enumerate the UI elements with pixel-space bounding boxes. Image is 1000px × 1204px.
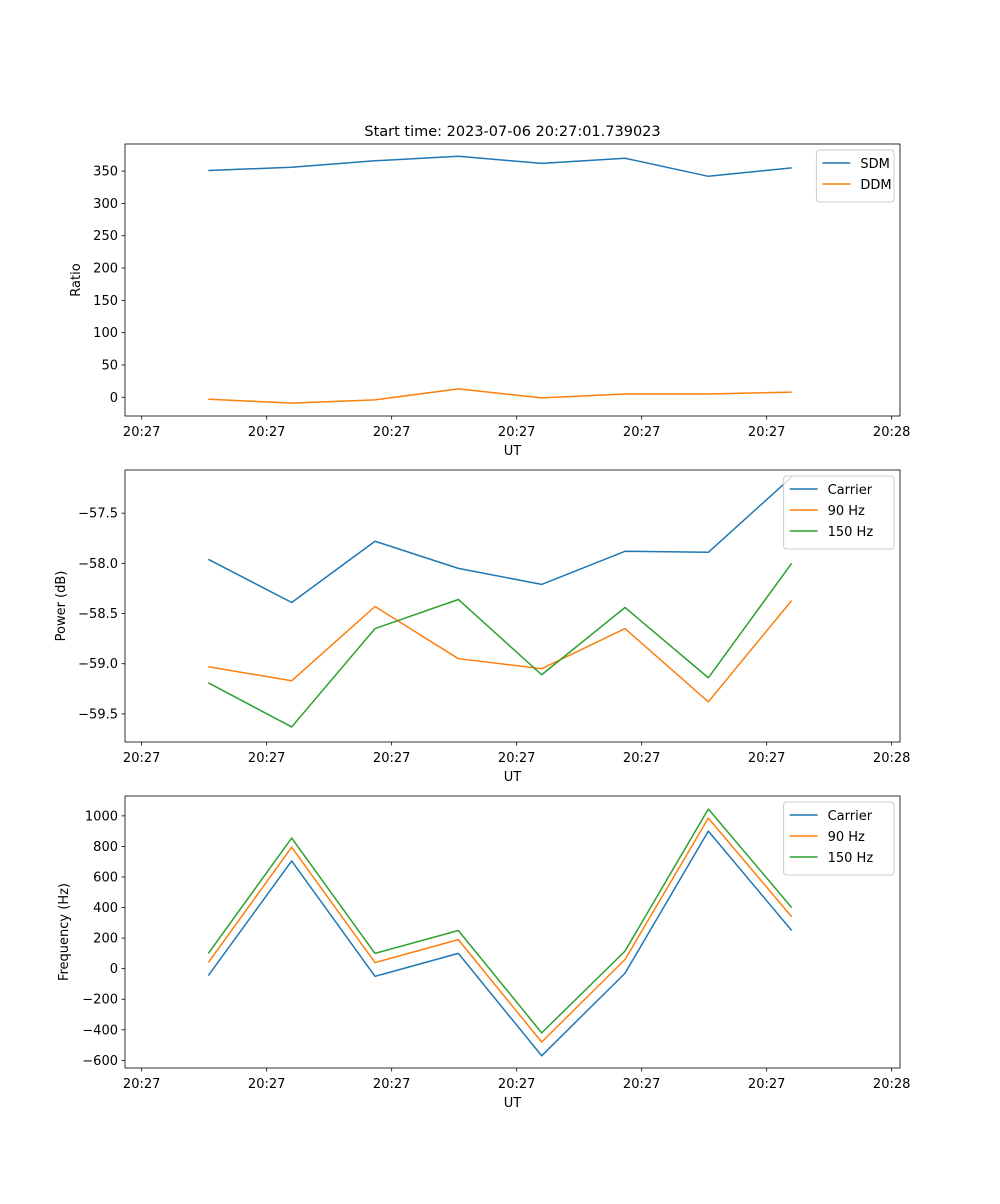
y-tick-label: −58.0 — [78, 557, 118, 572]
y-tick-label: −58.5 — [78, 607, 118, 622]
x-tick-label: 20:27 — [373, 425, 410, 440]
series-line-carrier — [207, 476, 793, 604]
axes-frame — [124, 469, 901, 743]
y-tick-label: 350 — [93, 165, 118, 180]
axes-frame — [124, 795, 901, 1069]
x-tick-label: 20:27 — [748, 751, 785, 766]
y-tick-label: 300 — [93, 197, 118, 212]
series-line-150-hz — [207, 562, 793, 728]
x-tick-label: 20:28 — [873, 1077, 910, 1092]
x-tick-label: 20:27 — [248, 751, 285, 766]
x-tick-label: 20:27 — [373, 751, 410, 766]
series-line-150-hz — [207, 808, 793, 1034]
x-tick-label: 20:27 — [498, 1077, 535, 1092]
x-tick-label: 20:27 — [623, 425, 660, 440]
y-tick-label: −59.0 — [78, 657, 118, 672]
y-tick-label: −59.5 — [78, 707, 118, 722]
x-tick-label: 20:27 — [123, 751, 160, 766]
figure-title: Start time: 2023-07-06 20:27:01.739023 — [364, 124, 660, 140]
power-panel: 20:27 20:27 20:27 20:27 20:27 20:27 20:28 −59.5… — [54, 469, 910, 785]
x-tick-label: 20:27 — [498, 425, 535, 440]
series-line-sdm — [208, 155, 792, 178]
y-tick-label: 800 — [93, 840, 118, 855]
x-tick-label: 20:27 — [248, 1077, 285, 1092]
y-tick-label: −600 — [82, 1054, 118, 1069]
series-line-90-hz — [208, 600, 793, 703]
series-line-ddm — [208, 388, 792, 404]
y-tick-label: 100 — [93, 326, 118, 341]
y-tick-label: 200 — [93, 262, 118, 277]
y-tick-label: 400 — [93, 901, 118, 916]
y-tick-label: 250 — [93, 229, 118, 244]
series-line-carrier — [207, 830, 793, 1057]
legend-label-sdm: SDM — [860, 157, 889, 172]
x-tick-label: 20:27 — [748, 1077, 785, 1092]
x-axis-label: UT — [504, 1096, 522, 1111]
y-tick-label: −57.5 — [78, 507, 118, 522]
y-tick-label: −200 — [82, 993, 118, 1008]
axes-frame — [124, 143, 901, 417]
legend-label-ddm: DDM — [860, 178, 891, 193]
x-tick-label: 20:27 — [498, 751, 535, 766]
ratio-panel: 20:27 20:27 20:27 20:27 20:27 20:27 20:28 0 50 10… — [69, 143, 910, 459]
legend-label-carrier: Carrier — [828, 483, 873, 498]
legend-label-carrier: Carrier — [828, 809, 873, 824]
y-axis-label: Ratio — [69, 263, 84, 296]
legend-label-150-hz: 150 Hz — [828, 851, 874, 866]
y-tick-label: 150 — [93, 294, 118, 309]
legend-label-90-hz: 90 Hz — [828, 830, 865, 845]
y-tick-label: 600 — [93, 870, 118, 885]
x-axis-label: UT — [504, 444, 522, 459]
x-tick-label: 20:27 — [373, 1077, 410, 1092]
x-tick-label: 20:27 — [748, 425, 785, 440]
frequency-panel: 20:27 20:27 20:27 20:27 20:27 20:27 20:28 −600 −… — [57, 795, 910, 1111]
x-tick-label: 20:27 — [623, 1077, 660, 1092]
x-tick-label: 20:27 — [123, 1077, 160, 1092]
x-tick-label: 20:27 — [248, 425, 285, 440]
y-tick-label: 0 — [110, 391, 118, 406]
x-tick-label: 20:28 — [873, 425, 910, 440]
series-line-90-hz — [207, 817, 793, 1043]
x-tick-label: 20:27 — [123, 425, 160, 440]
y-tick-label: 1000 — [85, 809, 118, 824]
y-tick-label: 50 — [101, 358, 118, 373]
x-tick-label: 20:27 — [623, 751, 660, 766]
legend-label-90-hz: 90 Hz — [828, 504, 865, 519]
y-axis-label: Frequency (Hz) — [57, 883, 72, 981]
y-axis-label: Power (dB) — [54, 571, 69, 642]
x-axis-label: UT — [504, 770, 522, 785]
y-tick-label: 0 — [110, 962, 118, 977]
legend-label-150-hz: 150 Hz — [828, 525, 874, 540]
x-tick-label: 20:28 — [873, 751, 910, 766]
y-tick-label: 200 — [93, 932, 118, 947]
y-tick-label: −400 — [82, 1023, 118, 1038]
